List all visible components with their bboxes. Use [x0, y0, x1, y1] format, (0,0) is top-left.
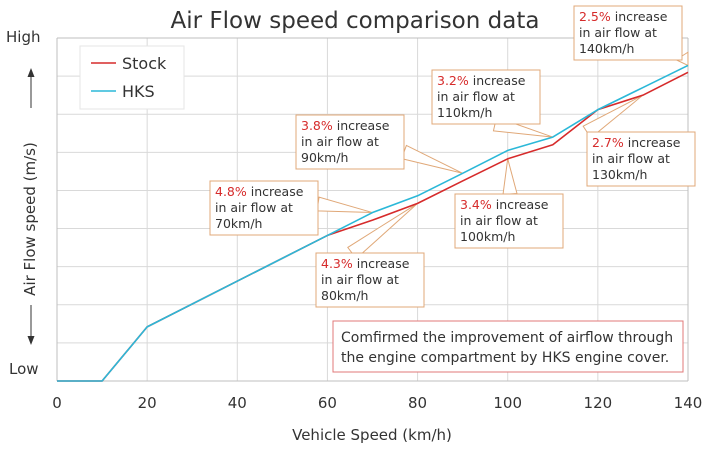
callout-percent: 3.8% — [301, 118, 333, 133]
callout-line: 110km/h — [437, 105, 492, 120]
callout-line: increase — [247, 184, 304, 199]
callout-line: in air flow at — [437, 89, 515, 104]
legend: Stock HKS — [79, 45, 185, 110]
callout-line: increase — [492, 197, 549, 212]
x-tick-label: 100 — [493, 394, 522, 412]
callout-line: increase — [611, 9, 668, 24]
y-high-label: High — [6, 28, 40, 46]
legend-label: HKS — [122, 82, 155, 101]
callout-line: in air flow at — [592, 151, 670, 166]
legend-box — [79, 45, 185, 110]
callout-percent: 2.5% — [579, 9, 611, 24]
callout-percent: 4.8% — [215, 184, 247, 199]
callout-line: 90km/h — [301, 150, 348, 165]
y-low-label: Low — [9, 360, 39, 378]
callout-line: increase — [353, 256, 410, 271]
callout-line: 70km/h — [215, 216, 262, 231]
callout-text: 2.5% increase — [579, 9, 668, 24]
callout-percent: 3.4% — [460, 197, 492, 212]
callout-text: 3.8% increase — [301, 118, 390, 133]
y-arrow-up-icon — [27, 68, 35, 77]
x-axis-label: Vehicle Speed (km/h) — [292, 426, 452, 444]
x-tick-label: 120 — [584, 394, 613, 412]
note-frame — [332, 320, 684, 373]
callout-line: in air flow at — [460, 213, 538, 228]
callout-box — [586, 131, 696, 187]
callout-line: in air flow at — [215, 200, 293, 215]
note-text: Comfirmed the improvement of airflow thr… — [341, 330, 673, 346]
callout-box — [315, 252, 425, 308]
callout-percent: 2.7% — [592, 135, 624, 150]
callout-text: 2.7% increase — [592, 135, 681, 150]
callout-pointer — [316, 196, 373, 214]
y-arrow-down-icon — [27, 336, 35, 345]
callout-box — [295, 114, 405, 170]
series-line-hks — [57, 64, 689, 382]
callout-box — [454, 193, 564, 249]
callout-text: 4.3% increase — [321, 256, 410, 271]
x-tick-labels: 0 20 40 60 80 100 120 140 — [52, 394, 702, 412]
chart-title: Air Flow speed comparison data — [171, 8, 540, 34]
note-box: Comfirmed the improvement of airflow thr… — [332, 320, 684, 373]
callout-box — [431, 69, 541, 125]
callout-line: in air flow at — [321, 272, 399, 287]
callout-pointer — [502, 158, 518, 195]
series-lines — [57, 64, 689, 382]
callout-percent: 3.2% — [437, 73, 469, 88]
x-tick-label: 80 — [408, 394, 427, 412]
callout-line: 80km/h — [321, 288, 368, 303]
callout-line: 100km/h — [460, 229, 515, 244]
x-tick-label: 60 — [318, 394, 337, 412]
x-tick-label: 140 — [674, 394, 703, 412]
callout-line: increase — [624, 135, 681, 150]
callout-line: 140km/h — [579, 41, 634, 56]
callout-line: increase — [469, 73, 526, 88]
legend-label: Stock — [122, 54, 167, 73]
x-tick-label: 40 — [228, 394, 247, 412]
y-axis-arrows — [27, 68, 35, 345]
x-tick-label: 20 — [138, 394, 157, 412]
callout-line: in air flow at — [301, 134, 379, 149]
callout-box — [573, 5, 683, 61]
callout-line: in air flow at — [579, 25, 657, 40]
callout-text: 4.8% increase — [215, 184, 304, 199]
callout-pointer — [400, 144, 463, 174]
x-tick-label: 0 — [52, 394, 62, 412]
callout-line: increase — [333, 118, 390, 133]
callout-line: 130km/h — [592, 167, 647, 182]
y-axis-label: Air Flow speed (m/s) — [21, 142, 39, 296]
callout-text: 3.4% increase — [460, 197, 549, 212]
note-text: the engine compartment by HKS engine cov… — [341, 350, 669, 366]
callout-percent: 4.3% — [321, 256, 353, 271]
callout-box — [209, 180, 319, 236]
callout-text: 3.2% increase — [437, 73, 526, 88]
